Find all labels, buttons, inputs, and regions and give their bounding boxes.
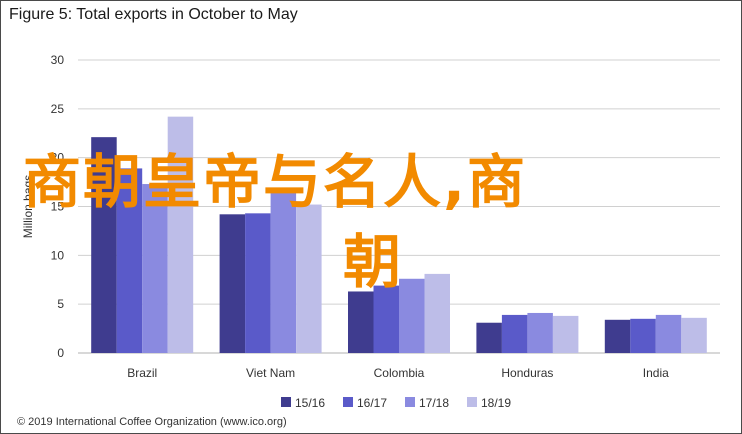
bar xyxy=(373,285,399,353)
copyright-notice: © 2019 International Coffee Organization… xyxy=(17,416,287,428)
bar xyxy=(424,273,450,353)
bar xyxy=(219,214,246,353)
bar xyxy=(630,318,656,353)
legend-swatch xyxy=(281,397,291,407)
bar xyxy=(245,213,271,353)
x-tick-label: Viet Nam xyxy=(246,366,295,380)
y-tick-label: 15 xyxy=(51,200,65,214)
legend-swatch xyxy=(405,397,415,407)
x-tick-label: Honduras xyxy=(501,366,553,380)
bar xyxy=(604,319,631,353)
bar xyxy=(142,184,168,353)
figure-title: Figure 5: Total exports in October to Ma… xyxy=(9,6,298,23)
bar xyxy=(681,317,707,353)
x-tick-label: Brazil xyxy=(127,366,157,380)
bar xyxy=(552,315,579,353)
bar xyxy=(270,188,297,353)
bar xyxy=(116,168,143,353)
bar xyxy=(348,291,374,353)
y-tick-label: 20 xyxy=(51,151,65,165)
bar xyxy=(476,322,502,353)
legend-label: 18/19 xyxy=(481,396,511,410)
y-axis-label: Million bags xyxy=(21,175,35,238)
y-tick-label: 30 xyxy=(51,53,65,67)
legend-swatch xyxy=(467,397,477,407)
bar xyxy=(296,204,322,353)
y-tick-label: 10 xyxy=(51,248,65,262)
bar xyxy=(501,314,528,353)
legend-label: 17/18 xyxy=(419,396,449,410)
bar xyxy=(527,312,553,353)
bar xyxy=(167,116,194,353)
bar xyxy=(399,278,425,353)
x-tick-label: Colombia xyxy=(374,366,425,380)
overlay-text-line-1: 商朝皇帝与名人,商 xyxy=(23,148,528,216)
legend-label: 16/17 xyxy=(357,396,387,410)
x-tick-label: India xyxy=(643,366,669,380)
y-tick-label: 5 xyxy=(57,297,64,311)
legend-swatch xyxy=(343,397,353,407)
legend-label: 15/16 xyxy=(295,396,325,410)
y-tick-label: 25 xyxy=(51,102,65,116)
bar xyxy=(91,137,117,353)
y-tick-label: 0 xyxy=(57,346,64,360)
bar xyxy=(655,314,682,353)
overlay-text-line-2: 朝 xyxy=(343,228,404,296)
